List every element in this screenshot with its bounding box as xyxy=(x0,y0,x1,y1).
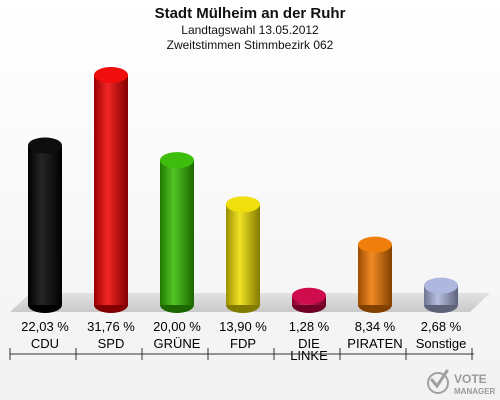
logo-text-vote: VOTE xyxy=(454,372,487,386)
bar-top xyxy=(226,196,260,213)
category-brackets xyxy=(9,348,474,360)
value-label-sonstige: 2,68 % xyxy=(421,319,462,334)
category-label-gr-ne: GRÜNE xyxy=(154,336,201,351)
value-label-fdp: 13,90 % xyxy=(219,319,267,334)
chart-subtitle-district: Zweitstimmen Stimmbezirk 062 xyxy=(167,38,334,52)
bar-cdu xyxy=(28,137,62,313)
bar-body xyxy=(226,204,260,305)
value-label-die-linke: 1,28 % xyxy=(289,319,330,334)
bar-top xyxy=(28,137,62,154)
bar-spd xyxy=(94,67,128,313)
value-labels-group: 22,03 % 31,76 % 20,00 % 13,90 % 1,28 % 8,34 %… xyxy=(21,319,462,334)
checkmark-icon xyxy=(427,369,449,394)
bar-piraten xyxy=(358,236,392,313)
bar-die-linke xyxy=(292,287,326,313)
bar-gr-ne xyxy=(160,152,194,313)
category-label-die-linke: LINKE xyxy=(290,348,328,363)
bar-fdp xyxy=(226,196,260,313)
bar-body xyxy=(358,244,392,305)
value-label-gr-ne: 20,00 % xyxy=(153,319,201,334)
bar-top xyxy=(94,67,128,83)
category-label-cdu: CDU xyxy=(31,336,59,351)
bar-body xyxy=(94,75,128,305)
bars-group xyxy=(28,67,458,313)
bar-top xyxy=(160,152,194,169)
bar-top xyxy=(424,277,458,294)
bar-top xyxy=(292,287,326,304)
category-label-spd: SPD xyxy=(98,336,125,351)
chart-subtitle-election: Landtagswahl 13.05.2012 xyxy=(181,23,319,37)
logo-text-manager: MANAGER xyxy=(454,387,496,396)
bar-body xyxy=(28,145,62,305)
value-label-cdu: 22,03 % xyxy=(21,319,69,334)
category-label-sonstige: Sonstige xyxy=(416,336,467,351)
vote-manager-logo: VOTE MANAGER xyxy=(427,369,496,396)
category-label-fdp: FDP xyxy=(230,336,256,351)
value-label-piraten: 8,34 % xyxy=(355,319,396,334)
category-label-piraten: PIRATEN xyxy=(347,336,402,351)
bar-top xyxy=(358,236,392,253)
bar-body xyxy=(160,160,194,305)
value-label-spd: 31,76 % xyxy=(87,319,135,334)
category-label-die-linke: DIE xyxy=(298,336,320,351)
bar-sonstige xyxy=(424,277,458,313)
chart-title: Stadt Mülheim an der Ruhr xyxy=(155,5,346,22)
